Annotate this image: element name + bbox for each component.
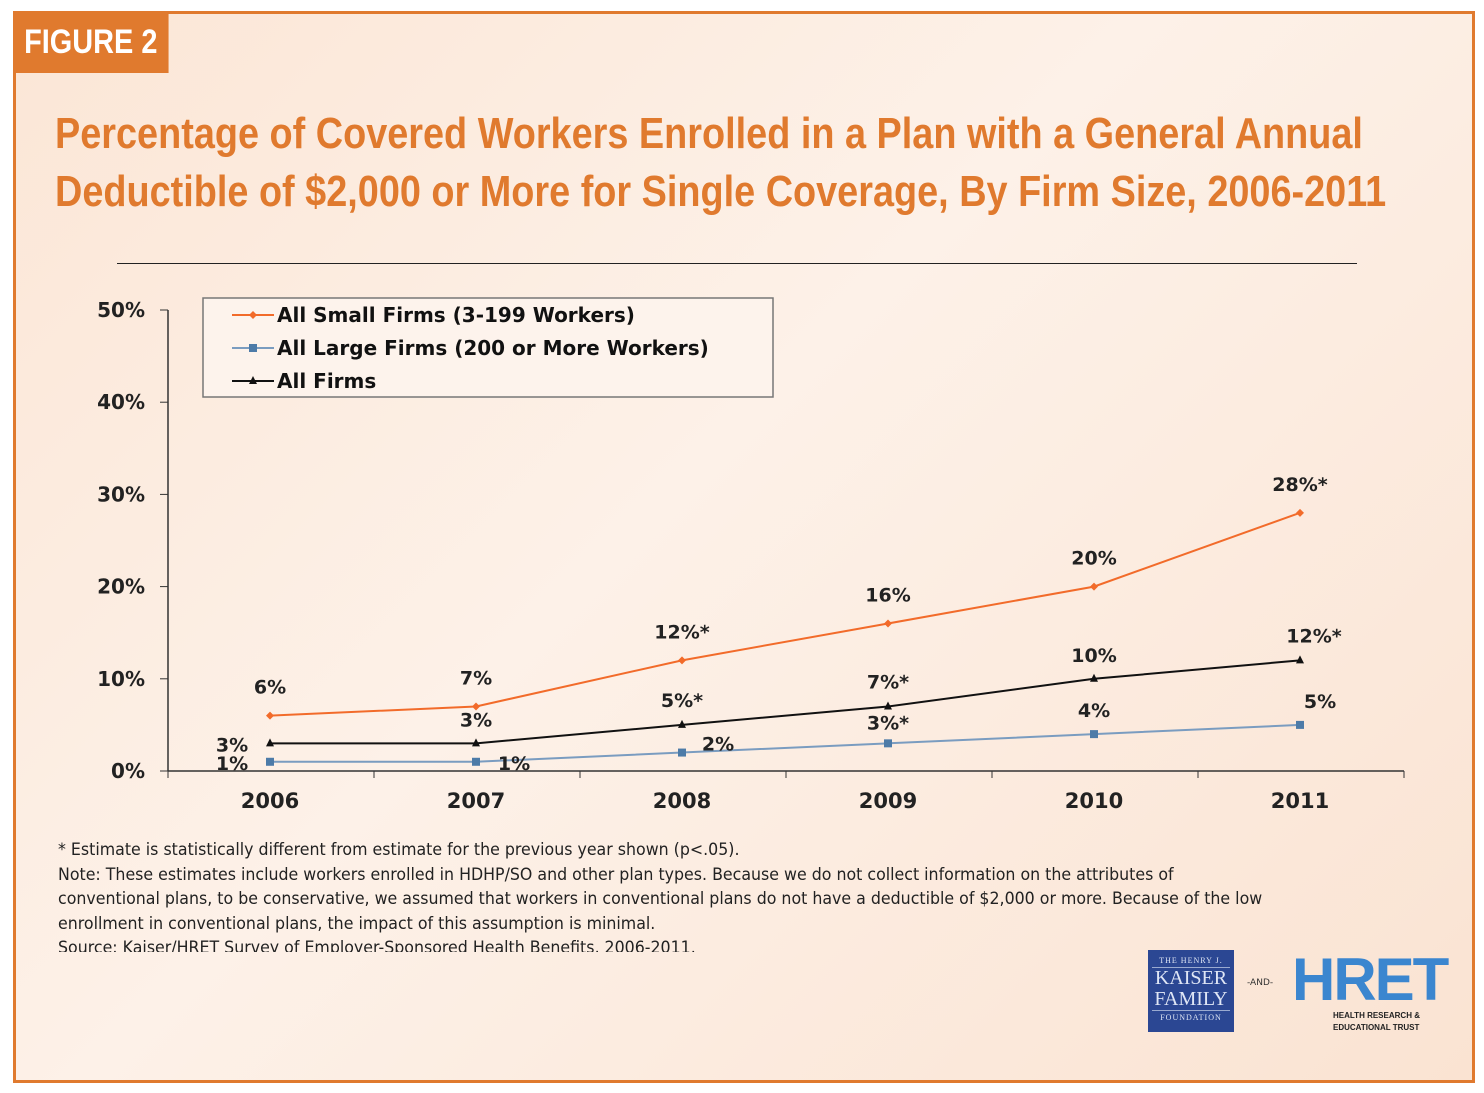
data-point-square <box>266 757 274 766</box>
data-label: 12%* <box>654 621 709 643</box>
data-point-diamond <box>1296 508 1304 517</box>
and-text: -AND- <box>1247 978 1274 988</box>
hret-logo-subtitle: HEALTH RESEARCH & EDUCATIONAL TRUST <box>1333 1011 1420 1032</box>
data-label: 4% <box>1078 700 1110 722</box>
data-label: 10% <box>1071 645 1116 667</box>
y-tick-label: 30% <box>97 482 145 506</box>
kff-logo-small: THE HENRY J. <box>1159 956 1223 965</box>
x-tick-label: 2007 <box>447 789 505 813</box>
data-label: 1% <box>498 753 530 775</box>
y-tick-label: 0% <box>111 759 145 783</box>
data-point-square <box>678 748 686 757</box>
data-label: 3%* <box>867 712 909 734</box>
data-point-diamond <box>266 711 274 720</box>
data-point-square <box>249 344 257 352</box>
figure-label: FIGURE 2 <box>13 11 169 73</box>
data-point-square <box>1296 720 1304 729</box>
data-label: 3% <box>216 734 248 756</box>
note-asterisk: * Estimate is statistically different fr… <box>58 840 740 860</box>
data-point-triangle <box>1090 673 1098 682</box>
data-label: 5% <box>1304 691 1336 713</box>
chart-title: Percentage of Covered Workers Enrolled i… <box>55 105 1387 221</box>
x-tick-label: 2006 <box>241 789 299 813</box>
chart-notes: * Estimate is statistically different fr… <box>58 838 1267 952</box>
legend-label: All Small Firms (3-199 Workers) <box>277 303 635 327</box>
hret-logo: HRET <box>1292 946 1449 1013</box>
data-point-square <box>884 739 892 748</box>
data-label: 1% <box>216 753 248 775</box>
x-tick-label: 2011 <box>1271 789 1329 813</box>
data-point-triangle <box>1296 655 1304 664</box>
data-point-triangle <box>678 719 686 728</box>
data-point-triangle <box>266 738 274 747</box>
kff-logo-foundation: FOUNDATION <box>1160 1013 1222 1022</box>
data-point-triangle <box>472 738 480 747</box>
figure-frame <box>13 11 1475 1083</box>
y-tick-label: 50% <box>97 298 145 322</box>
data-label: 28%* <box>1272 474 1327 496</box>
x-tick-label: 2008 <box>653 789 711 813</box>
data-point-triangle <box>249 376 257 384</box>
legend-label: All Firms <box>277 369 376 393</box>
data-label: 6% <box>254 677 286 699</box>
data-label: 7% <box>460 667 492 689</box>
data-point-diamond <box>884 619 892 628</box>
data-point-square <box>1090 730 1098 739</box>
data-point-triangle <box>884 701 892 710</box>
note-text: Note: These estimates include workers en… <box>58 864 1263 934</box>
data-label: 12%* <box>1286 625 1341 647</box>
note-source: Source: Kaiser/HRET Survey of Employer-S… <box>58 938 696 952</box>
data-point-diamond <box>1090 582 1098 591</box>
title-line-1: Percentage of Covered Workers Enrolled i… <box>55 109 1363 158</box>
title-divider <box>117 263 1357 264</box>
data-point-diamond <box>249 311 257 319</box>
data-label: 5%* <box>661 690 703 712</box>
y-tick-label: 20% <box>97 575 145 599</box>
data-label: 20% <box>1071 548 1116 570</box>
data-label: 7%* <box>867 671 909 693</box>
kff-logo: THE HENRY J. KAISER FAMILY FOUNDATION <box>1148 950 1234 1032</box>
title-line-2: Deductible of $2,000 or More for Single … <box>55 167 1387 216</box>
legend-box <box>202 297 774 398</box>
data-point-square <box>472 757 480 766</box>
legend-label: All Large Firms (200 or More Workers) <box>277 336 709 360</box>
data-label: 3% <box>460 709 492 731</box>
data-point-diamond <box>472 702 480 711</box>
y-tick-label: 40% <box>97 390 145 414</box>
data-label: 16% <box>865 584 910 606</box>
series-line <box>269 511 1301 717</box>
data-point-diamond <box>678 656 686 665</box>
data-label: 2% <box>702 734 734 756</box>
kff-logo-line: KAISER <box>1154 967 1228 989</box>
x-tick-label: 2009 <box>859 789 917 813</box>
x-tick-label: 2010 <box>1065 789 1123 813</box>
series-line <box>270 659 1301 745</box>
kff-logo-line: FAMILY <box>1154 988 1228 1010</box>
y-tick-label: 10% <box>97 667 145 691</box>
series-line <box>270 723 1301 763</box>
